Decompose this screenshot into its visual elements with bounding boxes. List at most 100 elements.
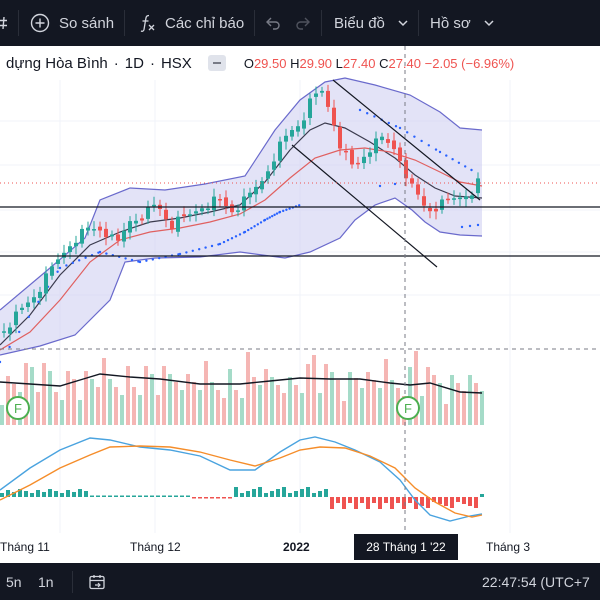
divider [72,571,73,593]
clock-readout[interactable]: 22:47:54 (UTC+7 [482,574,590,590]
redo-button[interactable] [294,0,312,46]
candle-body [2,331,6,333]
event-marker-label: F [14,401,22,416]
dotted-indicator-point [178,252,182,256]
change-value: −2.05 (−6.96%) [424,55,515,71]
candle-body [398,147,402,161]
dotted-indicator-point [98,250,102,254]
candle-body [356,162,360,165]
range-5m-button[interactable]: 5n [6,574,22,590]
candle-body [332,107,336,126]
macd-histogram-bar [168,495,172,497]
candle-body [386,139,390,143]
candle-body [104,228,108,238]
candle-body [296,126,300,132]
volume-bar [246,352,250,425]
macd-histogram-bar [126,495,130,497]
candle-body [68,246,72,253]
dotted-indicator-point [185,251,188,254]
candle-body [98,226,102,231]
hash-icon[interactable] [0,0,12,46]
macd-histogram-bar [108,495,112,497]
dotted-indicator-point [393,182,397,186]
macd-histogram-bar [426,497,430,508]
candle-body [170,220,174,230]
volume-bar [390,380,394,425]
macd-histogram-bar [12,492,16,497]
candle-body [452,198,456,200]
volume-bar [162,366,166,425]
dotted-indicator-point [278,210,282,214]
candle-body [290,130,294,137]
chart-type-button[interactable]: Biểu đồ [334,0,409,46]
dotted-indicator-point [373,115,376,118]
volume-bar [252,377,256,425]
volume-bar [198,390,202,425]
macd-histogram-bar [450,497,454,508]
volume-bar [0,405,4,425]
macd-histogram-bar [78,489,82,497]
dotted-indicator-point [275,212,279,215]
range-1m-button[interactable]: 1n [38,574,54,590]
volume-bar [456,383,460,425]
interval-label[interactable]: 1D [124,54,144,72]
candle-body [32,297,36,303]
macd-histogram-bar [360,497,364,503]
date-range-icon[interactable] [88,573,106,591]
event-marker-label: F [404,401,412,416]
macd-histogram-bar [432,497,436,502]
macd-histogram-bar [438,497,442,504]
dotted-indicator-point [18,330,21,334]
macd-histogram-bar [138,495,142,497]
profile-button[interactable]: Hồ sơ [430,0,495,46]
time-axis[interactable]: Tháng 11 Tháng 12 2022 Tháng 3 [0,533,600,563]
undo-button[interactable] [264,0,282,46]
volume-bar [210,382,214,425]
volume-bar [102,358,106,425]
dotted-indicator-point [366,112,369,115]
volume-bar [360,388,364,425]
candle-body [368,152,372,157]
macd-histogram-bar [84,491,88,497]
volume-bar [84,371,88,425]
candle-body [314,93,318,97]
macd-histogram-bar [42,492,46,497]
macd-histogram-bar [60,493,64,497]
dotted-indicator-point [470,168,473,172]
dotted-indicator-point [394,125,398,128]
candle-body [248,192,252,198]
candle-body [146,206,150,219]
volume-bar [318,393,322,425]
dotted-indicator-point [138,260,142,264]
macd-histogram-bar [198,497,202,499]
candle-body [26,302,30,307]
dotted-indicator-point [378,184,382,188]
symbol-name[interactable]: dựng Hòa Bình [6,54,108,72]
volume-ma-line [0,373,483,394]
macd-histogram-bar [132,495,136,497]
candle-body [320,90,324,93]
macd-histogram-bar [408,497,412,503]
volume-bar [462,391,466,425]
macd-histogram-bar [372,497,376,503]
candle-body [242,196,246,211]
ma-slow-line [0,147,483,351]
dotted-indicator-point [234,235,238,238]
indicators-button[interactable]: Các chỉ báo [137,0,244,46]
macd-histogram-bar [474,497,478,508]
compare-button[interactable]: So sánh [30,0,114,46]
candle-body [362,156,366,164]
dotted-indicator-point [130,258,134,262]
macd-histogram-bar [216,497,220,499]
macd-histogram-bar [210,497,214,499]
macd-histogram-bar [150,495,154,497]
volume-bar [66,371,70,425]
candle-body [92,229,96,231]
volume-bar [384,359,388,425]
collapse-icon[interactable] [207,55,226,71]
axis-label-dec: Tháng 12 [130,540,181,554]
volume-bar [168,374,172,425]
ohlc-values: O29.50 H29.90 L27.40 C27.40 −2.05 (−6.96… [244,56,514,71]
trend-line-down [291,144,438,268]
